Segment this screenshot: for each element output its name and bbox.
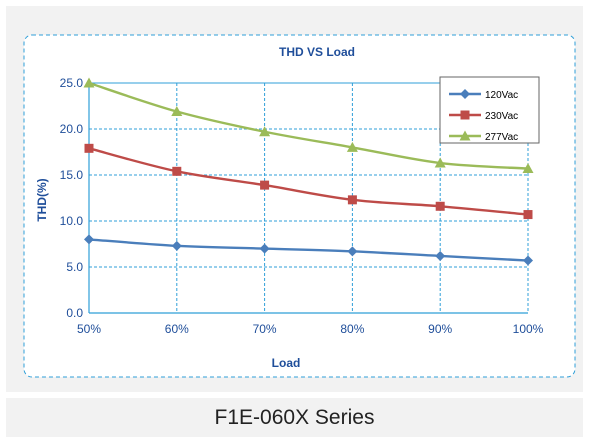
data-point-marker <box>347 195 357 205</box>
legend-label: 120Vac <box>485 90 518 101</box>
x-tick-label: 80% <box>340 322 364 336</box>
data-point-marker <box>434 157 446 168</box>
data-point-marker <box>84 143 94 153</box>
y-tick-label: 25.0 <box>60 76 84 90</box>
chart-frame: THD VS Load 0.0 5.0 10.0 15.0 20.0 25.0 50% 60%… <box>6 6 583 392</box>
x-tick-label: 90% <box>428 322 452 336</box>
y-tick-label: 5.0 <box>66 260 83 274</box>
data-point-marker <box>347 246 358 257</box>
legend-label: 230Vac <box>485 111 518 122</box>
chart-area-border <box>23 34 576 378</box>
y-tick-label: 15.0 <box>60 168 84 182</box>
x-tick-label: 100% <box>513 322 544 336</box>
x-tick-label: 60% <box>165 322 189 336</box>
data-point-marker <box>523 255 533 266</box>
data-point-marker <box>172 166 182 176</box>
data-point-marker <box>346 141 358 152</box>
legend-label: 277Vac <box>485 132 518 143</box>
chart-title: THD VS Load <box>279 45 355 59</box>
thd-chart: THD VS Load 0.0 5.0 10.0 15.0 20.0 25.0 50% 60%… <box>23 34 576 378</box>
data-point-marker <box>435 250 446 261</box>
tick-labels: 0.0 5.0 10.0 15.0 20.0 25.0 50% 60% 70% 80% 90% 100… <box>60 76 544 336</box>
data-point-marker <box>84 234 94 245</box>
series-277Vac <box>83 77 534 174</box>
y-tick-label: 10.0 <box>60 214 84 228</box>
x-tick-label: 50% <box>77 322 101 336</box>
legend-box <box>439 76 540 144</box>
y-axis-title: THD(%) <box>35 178 49 221</box>
data-point-marker <box>171 106 183 117</box>
series-caption-bar: F1E-060X Series <box>6 398 583 437</box>
series-line <box>88 238 529 262</box>
series-caption: F1E-060X Series <box>214 405 375 429</box>
data-point-marker <box>259 126 271 137</box>
legend-swatch-marker <box>459 130 471 141</box>
data-point-marker <box>259 243 270 254</box>
data-point-marker <box>435 201 445 211</box>
data-point-marker <box>83 77 95 88</box>
series-230Vac <box>84 143 533 220</box>
series <box>83 77 534 266</box>
y-tick-label: 0.0 <box>66 306 83 320</box>
data-point-marker <box>171 240 182 251</box>
legend-swatch-marker <box>460 110 470 120</box>
series-120Vac <box>84 234 533 266</box>
y-tick-label: 20.0 <box>60 122 84 136</box>
data-point-marker <box>522 163 534 174</box>
x-tick-label: 70% <box>253 322 277 336</box>
legend-swatch-marker <box>460 89 470 99</box>
legend: 120Vac 230Vac 277Vac <box>439 76 540 144</box>
data-point-marker <box>260 180 270 190</box>
series-line <box>88 81 529 170</box>
x-axis-title: Load <box>272 356 301 370</box>
data-point-marker <box>523 210 533 220</box>
series-line <box>88 147 529 216</box>
